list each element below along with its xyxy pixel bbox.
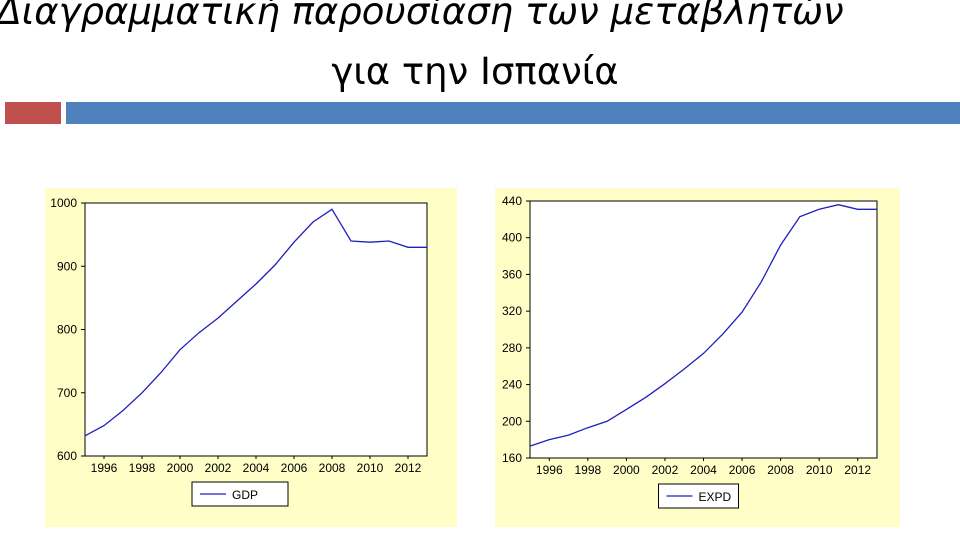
x-tick-label: 2006 (281, 461, 308, 475)
plot-area (529, 200, 878, 459)
legend-label: GDP (232, 488, 258, 502)
x-tick-label: 2004 (690, 463, 717, 477)
y-tick-label: 400 (502, 231, 522, 245)
legend-label: EXPD (699, 490, 732, 504)
plot-area (84, 202, 428, 457)
x-tick-label: 2002 (205, 461, 232, 475)
y-tick-label: 1000 (50, 196, 77, 210)
y-tick-label: 700 (57, 386, 77, 400)
slide-title-line-1: Διαγραμματική παρουσίαση των μεταβλητών (0, 0, 844, 33)
x-tick-label: 2008 (767, 463, 794, 477)
y-tick-label: 360 (502, 267, 522, 281)
x-tick-label: 1998 (574, 463, 601, 477)
series-line-gdp (84, 208, 427, 437)
x-tick-label: 1996 (536, 463, 563, 477)
x-tick-label: 2010 (357, 461, 384, 475)
accent-bar-blue (66, 102, 960, 124)
y-tick-label: 280 (502, 341, 522, 355)
y-tick-label: 900 (57, 259, 77, 273)
y-tick-label: 600 (57, 449, 77, 463)
gdp-chart: 600 700 800 900 1000 1996 1998 2000 2002 2004 2006… (50, 196, 428, 507)
x-tick-label: 2006 (729, 463, 756, 477)
expd-chart: 160 200 240 280 320 360 400 440 1996 1998 2000 2002… (502, 194, 878, 509)
x-tick-label: 2004 (243, 461, 270, 475)
x-tick-label: 2000 (167, 461, 194, 475)
x-tick-label: 2008 (319, 461, 346, 475)
x-tick-label: 2012 (844, 463, 871, 477)
x-tick-label: 2000 (613, 463, 640, 477)
accent-bar-red (5, 102, 61, 124)
slide-title-line-2: για την Ισπανία (331, 50, 619, 93)
x-tick-label: 2010 (806, 463, 833, 477)
y-tick-label: 320 (502, 304, 522, 318)
series-line-expd (529, 204, 877, 447)
expd-chart-panel: 160 200 240 280 320 360 400 440 1996 1998 2000 2002… (495, 188, 900, 527)
y-tick-label: 440 (502, 194, 522, 208)
y-tick-label: 160 (502, 451, 522, 465)
gdp-chart-panel: 600 700 800 900 1000 1996 1998 2000 2002 2004 2006… (45, 188, 457, 527)
x-tick-label: 1996 (91, 461, 118, 475)
y-tick-label: 240 (502, 378, 522, 392)
y-tick-label: 800 (57, 323, 77, 337)
x-tick-label: 2002 (652, 463, 679, 477)
y-tick-label: 200 (502, 414, 522, 428)
x-tick-label: 2012 (395, 461, 422, 475)
x-tick-label: 1998 (129, 461, 156, 475)
